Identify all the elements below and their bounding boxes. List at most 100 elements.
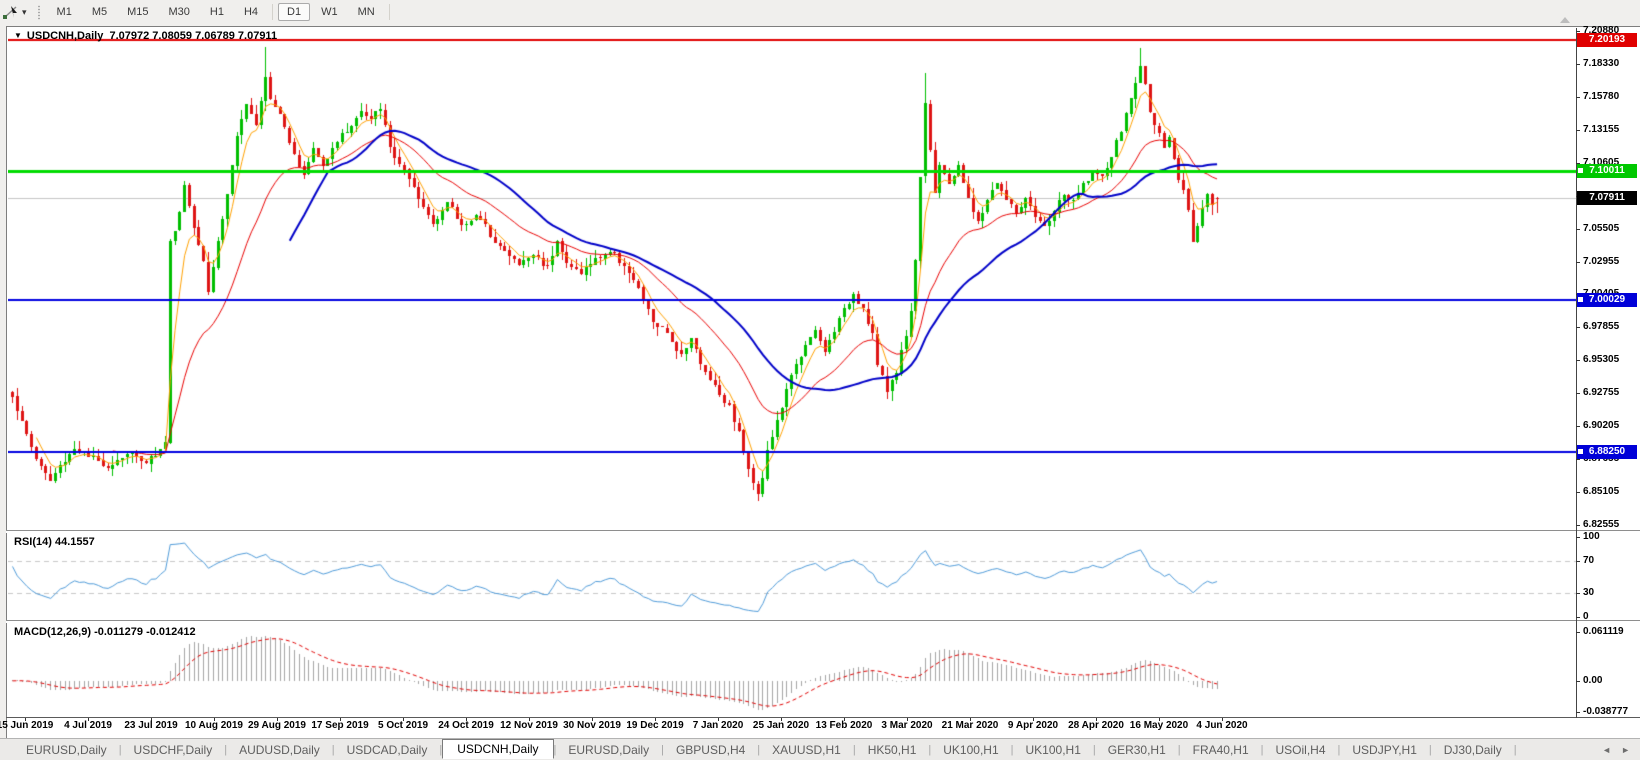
- price-tick-mark: [1576, 426, 1580, 427]
- date-tick-mark: [340, 718, 341, 721]
- rsi-tick-mark: [1576, 617, 1580, 618]
- tab-divider: |: [331, 743, 335, 756]
- toolbar-grip-handle[interactable]: [36, 4, 41, 20]
- tab-divider: |: [928, 743, 932, 756]
- support-line-7-badge[interactable]: 7.00029: [1577, 293, 1637, 307]
- rsi-tick-mark: [1576, 537, 1580, 538]
- tab-scroll-left-icon[interactable]: ◄: [1602, 744, 1612, 755]
- symbol-tab-eurusd-0[interactable]: EURUSD,Daily: [26, 742, 107, 757]
- tab-divider: |: [553, 743, 557, 756]
- main-rsi-splitter[interactable]: [6, 530, 1640, 533]
- tab-divider: |: [1010, 743, 1014, 756]
- macd-tick-mark: [1576, 681, 1580, 682]
- date-tick-label: 9 Apr 2020: [1007, 720, 1059, 731]
- symbol-tab-uk100-9[interactable]: UK100,H1: [943, 742, 999, 757]
- tab-divider: |: [1428, 743, 1432, 756]
- symbol-tab-audusd-2[interactable]: AUDUSD,Daily: [239, 742, 320, 757]
- toolbar-separator: [388, 4, 390, 20]
- price-tick-label: 7.10605: [1583, 157, 1620, 168]
- chart-dropdown-icon[interactable]: ▼: [14, 31, 22, 40]
- symbol-tab-eurusd-5[interactable]: EURUSD,Daily: [568, 742, 650, 757]
- symbol-tab-usdchf-1[interactable]: USDCHF,Daily: [133, 742, 213, 757]
- macd-tick-label: 0.00: [1583, 675, 1603, 686]
- symbol-tab-gbpusd-6[interactable]: GBPUSD,H4: [675, 742, 746, 757]
- date-tick-mark: [25, 718, 26, 721]
- date-tick-mark: [592, 718, 593, 721]
- symbol-tab-xauusd-7[interactable]: XAUUSD,H1: [772, 742, 841, 757]
- symbol-tab-usdjpy-14[interactable]: USDJPY,H1: [1352, 742, 1417, 757]
- price-tick-label: 6.95305: [1583, 354, 1620, 365]
- date-tick-label: 29 Aug 2019: [248, 720, 306, 731]
- chart-symbol-label: USDCNH,Daily: [26, 30, 104, 42]
- symbol-tab-dj30-15[interactable]: DJ30,Daily: [1443, 742, 1502, 757]
- tab-divider: |: [1260, 743, 1264, 756]
- date-tick-mark: [655, 718, 656, 721]
- tab-divider: |: [439, 743, 443, 756]
- timeframe-button-mn[interactable]: MN: [357, 6, 375, 18]
- tab-divider: |: [661, 743, 664, 756]
- date-tick-mark: [277, 718, 278, 721]
- timeframe-button-h1[interactable]: H1: [209, 6, 224, 18]
- resistance-line-badge[interactable]: 7.20193: [1577, 33, 1637, 47]
- date-tick-mark: [844, 718, 845, 721]
- rsi-tick-label: 0: [1583, 611, 1589, 622]
- timeframe-button-m30[interactable]: M30: [168, 6, 190, 18]
- line-studies-icon[interactable]: [2, 4, 20, 20]
- symbol-tab-usoil-13[interactable]: USOil,H4: [1275, 742, 1326, 757]
- chart-title: ▼ USDCNH,Daily 7.07972 7.08059 7.06789 7.…: [14, 30, 277, 42]
- date-tick-mark: [151, 718, 152, 721]
- date-tick-mark: [781, 718, 782, 721]
- line-studies-dropdown-icon[interactable]: ▾: [22, 6, 27, 17]
- support-line-688-badge[interactable]: 6.88250: [1577, 445, 1637, 459]
- symbol-tab-bar: EURUSD,Daily | USDCHF,Daily | AUDUSD,Daily | U…: [0, 738, 1640, 760]
- price-tick-mark: [1576, 31, 1580, 32]
- timeframe-button-h4[interactable]: H4: [243, 6, 259, 18]
- date-tick-label: 24 Oct 2019: [438, 720, 494, 731]
- macd-indicator-canvas[interactable]: [8, 622, 1576, 717]
- timeframe-button-d1[interactable]: D1: [278, 3, 311, 21]
- price-chart-canvas[interactable]: [8, 28, 1576, 530]
- date-tick-label: 3 Mar 2020: [881, 720, 933, 731]
- tab-divider: |: [757, 743, 761, 756]
- price-tick-mark: [1576, 393, 1580, 394]
- rsi-macd-splitter[interactable]: [6, 620, 1640, 623]
- rsi-tick-label: 100: [1583, 531, 1600, 542]
- date-tick-mark: [1222, 718, 1223, 721]
- timeframe-button-w1[interactable]: W1: [321, 6, 338, 18]
- symbol-tab-hk50-8[interactable]: HK50,H1: [867, 742, 917, 757]
- date-tick-label: 28 Apr 2020: [1068, 720, 1124, 731]
- timeframe-button-m1[interactable]: M1: [56, 6, 72, 18]
- symbol-tab-ger30-11[interactable]: GER30,H1: [1107, 742, 1166, 757]
- date-tick-mark: [970, 718, 971, 721]
- rsi-tick-label: 70: [1583, 555, 1595, 566]
- date-tick-mark: [1096, 718, 1097, 721]
- date-tick-mark: [907, 718, 908, 721]
- symbol-tab-usdcnh-4[interactable]: USDCNH,Daily: [442, 738, 554, 759]
- rsi-indicator-canvas[interactable]: [8, 532, 1576, 620]
- price-tick-label: 6.82555: [1583, 519, 1620, 530]
- green-level-line-badge[interactable]: 7.10011: [1577, 164, 1637, 178]
- date-tick-mark: [1033, 718, 1034, 721]
- level-drag-marker[interactable]: [1578, 297, 1583, 302]
- tab-divider: |: [1092, 743, 1096, 756]
- tab-scroll-right-icon[interactable]: ►: [1621, 744, 1630, 755]
- price-tick-label: 6.85105: [1583, 486, 1620, 497]
- date-tick-mark: [718, 718, 719, 721]
- macd-tick-label: 0.061119: [1583, 626, 1624, 637]
- date-tick-label: 10 Aug 2019: [185, 720, 243, 731]
- price-tick-mark: [1576, 229, 1580, 230]
- timeframe-button-m15[interactable]: M15: [127, 6, 149, 18]
- level-drag-marker[interactable]: [1578, 449, 1583, 454]
- date-tick-label: 13 Feb 2020: [815, 720, 873, 731]
- timeframe-button-m5[interactable]: M5: [91, 6, 108, 18]
- tab-divider: |: [852, 743, 856, 756]
- symbol-tab-fra40-12[interactable]: FRA40,H1: [1192, 742, 1249, 757]
- rsi-tick-mark: [1576, 561, 1580, 562]
- level-drag-marker[interactable]: [1578, 168, 1583, 173]
- symbol-tab-usdcad-3[interactable]: USDCAD,Daily: [346, 742, 428, 757]
- axis-scroll-arrow[interactable]: [1560, 17, 1570, 23]
- date-tick-mark: [88, 718, 89, 721]
- symbol-tab-uk100-10[interactable]: UK100,H1: [1025, 742, 1081, 757]
- price-tick-label: 7.18330: [1583, 58, 1620, 69]
